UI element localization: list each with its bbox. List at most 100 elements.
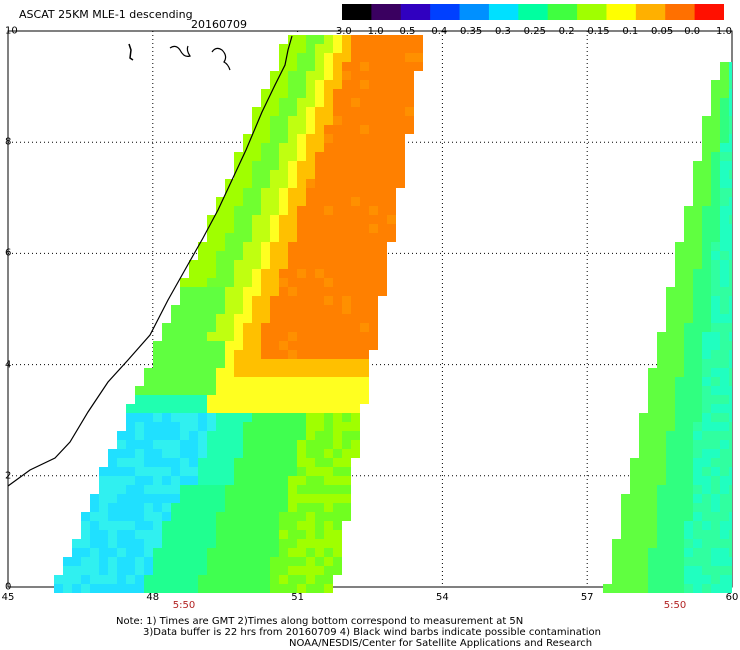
swath-cell bbox=[297, 440, 306, 449]
swath-cell bbox=[675, 557, 684, 566]
swath-cell bbox=[243, 170, 252, 179]
swath-cell bbox=[351, 98, 360, 107]
swath-cell bbox=[621, 584, 630, 593]
swath-cell bbox=[693, 215, 702, 224]
swath-cell bbox=[162, 584, 171, 593]
swath-cell bbox=[711, 566, 720, 575]
swath-cell bbox=[288, 521, 297, 530]
swath-cell bbox=[153, 440, 162, 449]
swath-cell bbox=[135, 539, 144, 548]
swath-cell bbox=[333, 431, 342, 440]
swath-cell bbox=[252, 287, 261, 296]
swath-cell bbox=[306, 323, 315, 332]
swath-cell bbox=[720, 98, 729, 107]
swath-cell bbox=[135, 548, 144, 557]
swath-cell bbox=[342, 377, 351, 386]
swath-cell bbox=[693, 251, 702, 260]
swath-cell bbox=[234, 395, 243, 404]
swath-cell bbox=[225, 521, 234, 530]
swath-cell bbox=[693, 179, 702, 188]
swath-cell bbox=[126, 404, 135, 413]
swath-cell bbox=[342, 62, 351, 71]
swath-cell bbox=[720, 215, 729, 224]
swath-cell bbox=[333, 89, 342, 98]
swath-cell bbox=[333, 260, 342, 269]
swath-cell bbox=[90, 521, 99, 530]
swath-cell bbox=[324, 143, 333, 152]
swath-cell bbox=[666, 413, 675, 422]
swath-cell bbox=[288, 404, 297, 413]
swath-cell bbox=[180, 494, 189, 503]
swath-cell bbox=[711, 476, 720, 485]
swath-cell bbox=[63, 557, 72, 566]
swath-cell bbox=[333, 143, 342, 152]
swath-cell bbox=[684, 494, 693, 503]
swath-cell bbox=[315, 152, 324, 161]
swath-cell bbox=[693, 161, 702, 170]
swath-cell bbox=[99, 566, 108, 575]
swath-cell bbox=[360, 89, 369, 98]
swath-cell bbox=[234, 215, 243, 224]
swath-cell bbox=[126, 467, 135, 476]
swath-cell bbox=[198, 548, 207, 557]
swath-cell bbox=[684, 314, 693, 323]
swath-cell bbox=[315, 350, 324, 359]
swath-cell bbox=[243, 278, 252, 287]
swath-cell bbox=[729, 89, 732, 98]
swath-cell bbox=[288, 323, 297, 332]
swath-cell bbox=[342, 332, 351, 341]
swath-cell bbox=[306, 377, 315, 386]
swath-cell bbox=[297, 539, 306, 548]
swath-cell bbox=[81, 557, 90, 566]
swath-cell bbox=[306, 188, 315, 197]
swath-cell bbox=[369, 305, 378, 314]
swath-cell bbox=[234, 224, 243, 233]
swath-cell bbox=[711, 179, 720, 188]
swath-cell bbox=[351, 116, 360, 125]
swath-cell bbox=[324, 134, 333, 143]
swath-cell bbox=[369, 287, 378, 296]
swath-cell bbox=[153, 422, 162, 431]
x-tick-label: 60 bbox=[725, 592, 739, 603]
swath-cell bbox=[279, 341, 288, 350]
swath-cell bbox=[153, 386, 162, 395]
swath-cell bbox=[333, 80, 342, 89]
swath-cell bbox=[153, 458, 162, 467]
swath-cell bbox=[702, 440, 711, 449]
swath-cell bbox=[207, 233, 216, 242]
swath-cell bbox=[261, 332, 270, 341]
swath-cell bbox=[702, 125, 711, 134]
swath-cell bbox=[198, 296, 207, 305]
swath-cell bbox=[684, 260, 693, 269]
swath-cell bbox=[189, 323, 198, 332]
swath-cell bbox=[333, 188, 342, 197]
swath-cell bbox=[270, 341, 279, 350]
swath-cell bbox=[360, 170, 369, 179]
swath-cell bbox=[342, 152, 351, 161]
swath-cell bbox=[720, 107, 729, 116]
swath-cell bbox=[648, 404, 657, 413]
swath-cell bbox=[90, 557, 99, 566]
swath-cell bbox=[306, 530, 315, 539]
swath-cell bbox=[261, 422, 270, 431]
swath-cell bbox=[306, 584, 315, 593]
swath-cell bbox=[693, 359, 702, 368]
swath-cell bbox=[342, 368, 351, 377]
swath-cell bbox=[333, 197, 342, 206]
swath-cell bbox=[333, 44, 342, 53]
swath-cell bbox=[693, 530, 702, 539]
swath-cell bbox=[72, 539, 81, 548]
swath-cell bbox=[306, 575, 315, 584]
swath-cell bbox=[243, 197, 252, 206]
swath-cell bbox=[189, 278, 198, 287]
swath-cell bbox=[252, 224, 261, 233]
swath-cell bbox=[306, 566, 315, 575]
swath-cell bbox=[279, 260, 288, 269]
swath-cell bbox=[225, 233, 234, 242]
swath-cell bbox=[63, 566, 72, 575]
swath-cell bbox=[612, 566, 621, 575]
swath-cell bbox=[342, 404, 351, 413]
swath-cell bbox=[180, 413, 189, 422]
swath-cell bbox=[684, 233, 693, 242]
swath-cell bbox=[315, 485, 324, 494]
